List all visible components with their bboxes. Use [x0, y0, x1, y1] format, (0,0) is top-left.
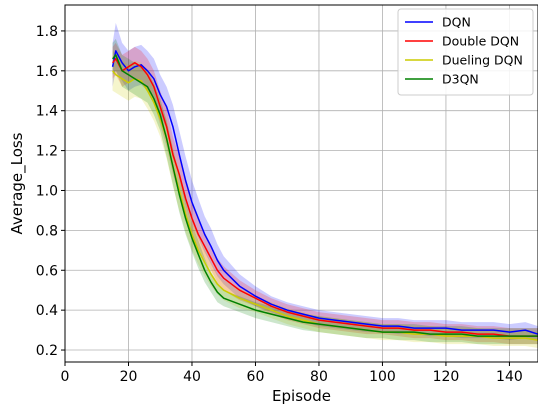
y-tick-label: 0.2	[36, 343, 58, 359]
y-tick-label: 1.0	[36, 183, 58, 199]
y-tick-label: 1.2	[36, 144, 58, 160]
band-double-dqn	[112, 42, 538, 345]
legend-label: Dueling DQN	[442, 53, 523, 68]
x-tick-label: 140	[496, 369, 523, 385]
x-tick-label: 100	[369, 369, 396, 385]
x-tick-label: 20	[120, 369, 138, 385]
y-axis-label: Average_Loss	[8, 132, 27, 234]
legend-label: Double DQN	[442, 34, 519, 49]
y-tick-label: 1.4	[36, 104, 58, 120]
y-tick-label: 0.8	[36, 223, 58, 239]
confidence-bands	[112, 22, 538, 349]
y-tick-label: 1.6	[36, 64, 58, 80]
y-tick-label: 0.6	[36, 263, 58, 279]
x-axis-label: Episode	[272, 387, 331, 405]
plot-frame	[64, 4, 538, 363]
y-tick-label: 1.8	[36, 24, 58, 40]
line-d3qn	[112, 54, 538, 337]
x-tick-label: 40	[183, 369, 201, 385]
line-dueling-dqn	[112, 70, 538, 341]
legend-label: D3QN	[442, 72, 479, 87]
series-lines	[111, 50, 538, 341]
legend-label: DQN	[442, 15, 471, 30]
x-tick-label: 0	[61, 369, 70, 385]
line-dqn	[111, 50, 538, 335]
band-dqn	[112, 22, 538, 341]
x-tick-label: 80	[310, 369, 328, 385]
line-double-dqn	[112, 58, 538, 337]
x-axis-ticks: 0 20 40 60 80 100 120 140	[61, 362, 523, 385]
y-axis-ticks: 0.2 0.4 0.6 0.8 1.0 1.2 1.4 1.6 1.8	[36, 24, 65, 359]
x-tick-label: 60	[247, 369, 265, 385]
x-tick-label: 120	[433, 369, 460, 385]
y-tick-label: 0.4	[36, 303, 58, 319]
grid	[64, 5, 538, 362]
legend: DQN Double DQN Dueling DQN D3QN	[397, 8, 534, 96]
legend-box	[397, 8, 534, 96]
